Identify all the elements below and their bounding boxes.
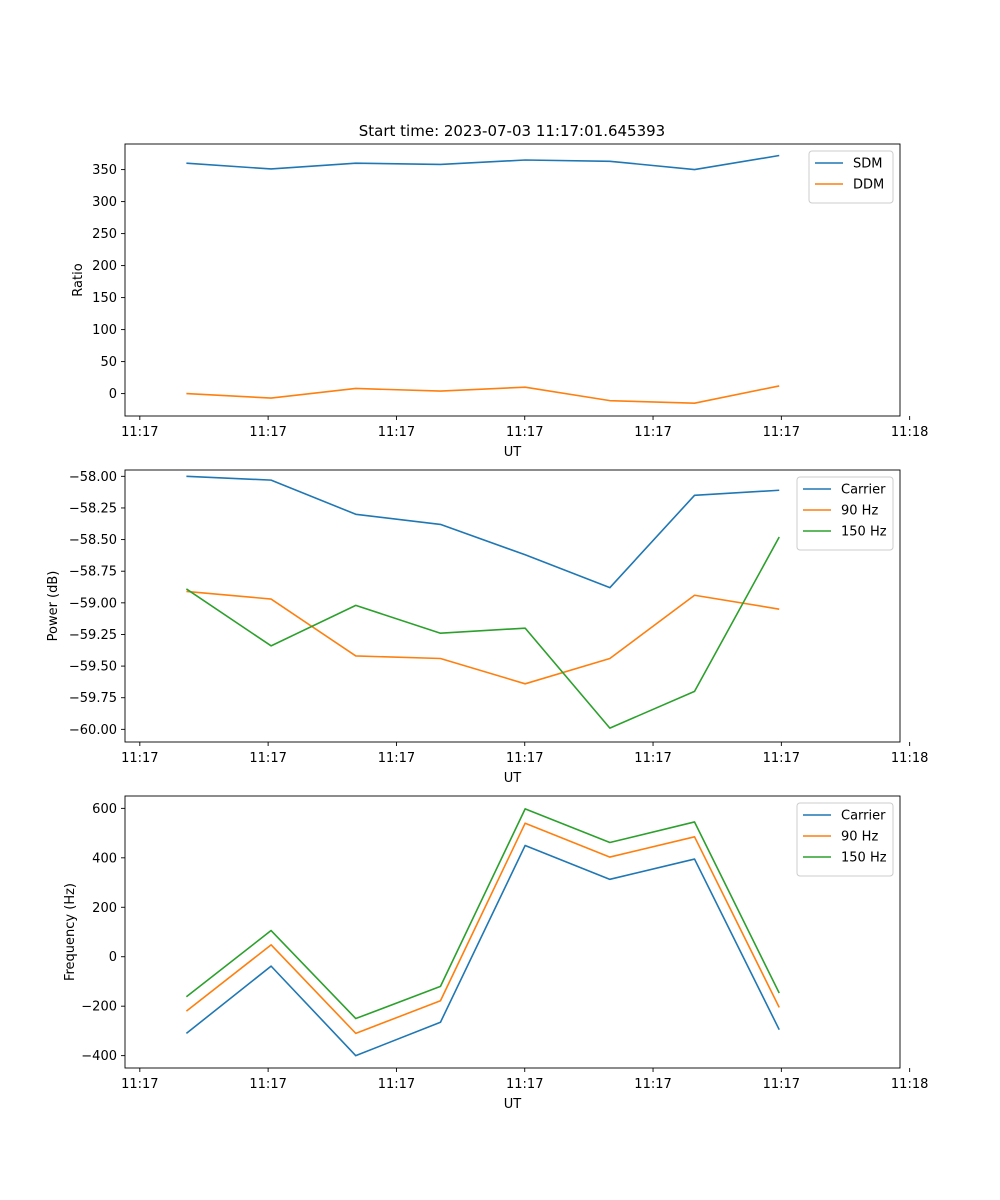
legend: Carrier 90 Hz 150 Hz bbox=[796, 476, 894, 551]
y-tick-label: 50 bbox=[100, 355, 117, 370]
x-axis-label: UT bbox=[504, 1097, 522, 1112]
x-tick-label: 11:17 bbox=[378, 425, 415, 440]
x-tick-label: 11:17 bbox=[121, 751, 158, 766]
series-line-carrier bbox=[186, 475, 780, 589]
series-line-ddm bbox=[186, 385, 780, 405]
y-tick-label: 100 bbox=[92, 323, 117, 338]
series-group bbox=[186, 154, 780, 405]
chart-panel-1: 11:17 11:17 11:17 11:17 11:17 11:17 11:18 UT 0 50… bbox=[71, 143, 928, 460]
x-tick-label: 11:17 bbox=[763, 1077, 800, 1092]
axes-frame bbox=[124, 469, 901, 743]
series-line-90-hz bbox=[185, 822, 780, 1035]
axes-frame bbox=[124, 795, 901, 1069]
legend-label: 90 Hz bbox=[841, 830, 878, 845]
y-tick-label: 400 bbox=[92, 851, 117, 866]
y-tick-label: −58.25 bbox=[69, 501, 117, 516]
y-tick-label: 150 bbox=[92, 291, 117, 306]
y-axis-label: Frequency (Hz) bbox=[63, 883, 78, 981]
x-axis: 11:17 11:17 11:17 11:17 11:17 11:17 11:18 UT bbox=[121, 1068, 928, 1112]
legend-frame bbox=[808, 150, 894, 204]
legend-label: Carrier bbox=[841, 809, 886, 824]
x-tick-label: 11:18 bbox=[891, 751, 928, 766]
x-axis-label: UT bbox=[504, 771, 522, 786]
x-tick-label: 11:17 bbox=[249, 425, 286, 440]
y-tick-label: −59.25 bbox=[69, 628, 117, 643]
y-axis: −60.00 −59.75 −59.50 −59.25 −59.00 −58.75 −58.… bbox=[46, 470, 125, 738]
x-tick-label: 11:17 bbox=[249, 1077, 286, 1092]
y-tick-label: 600 bbox=[92, 802, 117, 817]
y-tick-label: −58.00 bbox=[69, 470, 117, 485]
x-axis: 11:17 11:17 11:17 11:17 11:17 11:17 11:18 UT bbox=[121, 742, 928, 786]
series-line-90-hz bbox=[186, 590, 780, 685]
x-tick-label: 11:18 bbox=[891, 1077, 928, 1092]
series-group bbox=[185, 808, 780, 1057]
x-tick-label: 11:17 bbox=[506, 751, 543, 766]
y-tick-label: 200 bbox=[92, 901, 117, 916]
series-line-150-hz bbox=[185, 808, 780, 1020]
y-tick-label: −59.75 bbox=[69, 691, 117, 706]
legend: SDM DDM bbox=[808, 150, 894, 204]
y-axis: 0 50 100 150 200 250 300 350 Ratio bbox=[71, 163, 125, 402]
x-tick-label: 11:17 bbox=[121, 1077, 158, 1092]
y-tick-label: −400 bbox=[81, 1049, 117, 1064]
y-tick-label: 250 bbox=[92, 227, 117, 242]
series-line-sdm bbox=[186, 154, 780, 171]
y-tick-label: −60.00 bbox=[69, 723, 117, 738]
x-axis-label: UT bbox=[504, 445, 522, 460]
legend-label: 90 Hz bbox=[841, 504, 878, 519]
y-tick-label: −200 bbox=[81, 1000, 117, 1015]
figure-title: Start time: 2023-07-03 11:17:01.645393 bbox=[359, 122, 665, 140]
x-tick-label: 11:18 bbox=[891, 425, 928, 440]
x-tick-label: 11:17 bbox=[634, 1077, 671, 1092]
chart-panel-3: 11:17 11:17 11:17 11:17 11:17 11:17 11:18 UT −40… bbox=[63, 795, 928, 1112]
legend-label: 150 Hz bbox=[841, 525, 887, 540]
y-tick-label: 0 bbox=[109, 950, 117, 965]
x-axis: 11:17 11:17 11:17 11:17 11:17 11:17 11:18 UT bbox=[121, 416, 928, 460]
x-tick-label: 11:17 bbox=[121, 425, 158, 440]
x-tick-label: 11:17 bbox=[763, 425, 800, 440]
x-tick-label: 11:17 bbox=[634, 751, 671, 766]
series-group bbox=[185, 475, 780, 729]
y-tick-label: −58.75 bbox=[69, 565, 117, 580]
y-tick-label: −58.50 bbox=[69, 533, 117, 548]
legend-label: DDM bbox=[853, 178, 884, 193]
legend-label: 150 Hz bbox=[841, 851, 887, 866]
x-tick-label: 11:17 bbox=[506, 425, 543, 440]
legend-label: SDM bbox=[853, 157, 882, 172]
y-tick-label: 0 bbox=[109, 387, 117, 402]
x-tick-label: 11:17 bbox=[763, 751, 800, 766]
y-tick-label: −59.00 bbox=[69, 596, 117, 611]
y-axis-label: Power (dB) bbox=[46, 571, 61, 642]
y-axis-label: Ratio bbox=[71, 263, 86, 296]
x-tick-label: 11:17 bbox=[378, 1077, 415, 1092]
x-tick-label: 11:17 bbox=[506, 1077, 543, 1092]
y-axis: −400 −200 0 200 400 600 Frequency (Hz) bbox=[63, 802, 125, 1064]
legend-label: Carrier bbox=[841, 483, 886, 498]
chart-panel-2: 11:17 11:17 11:17 11:17 11:17 11:17 11:18 UT −60… bbox=[46, 469, 928, 786]
x-tick-label: 11:17 bbox=[634, 425, 671, 440]
x-tick-label: 11:17 bbox=[378, 751, 415, 766]
legend: Carrier 90 Hz 150 Hz bbox=[796, 802, 894, 877]
series-line-carrier bbox=[185, 844, 780, 1057]
y-tick-label: 300 bbox=[92, 195, 117, 210]
x-tick-label: 11:17 bbox=[249, 751, 286, 766]
y-tick-label: −59.50 bbox=[69, 660, 117, 675]
panels: 11:17 11:17 11:17 11:17 11:17 11:17 11:18 UT 0 50… bbox=[46, 143, 928, 1112]
axes-frame bbox=[124, 143, 901, 417]
y-tick-label: 200 bbox=[92, 259, 117, 274]
series-line-150-hz bbox=[185, 536, 780, 729]
y-tick-label: 350 bbox=[92, 163, 117, 178]
